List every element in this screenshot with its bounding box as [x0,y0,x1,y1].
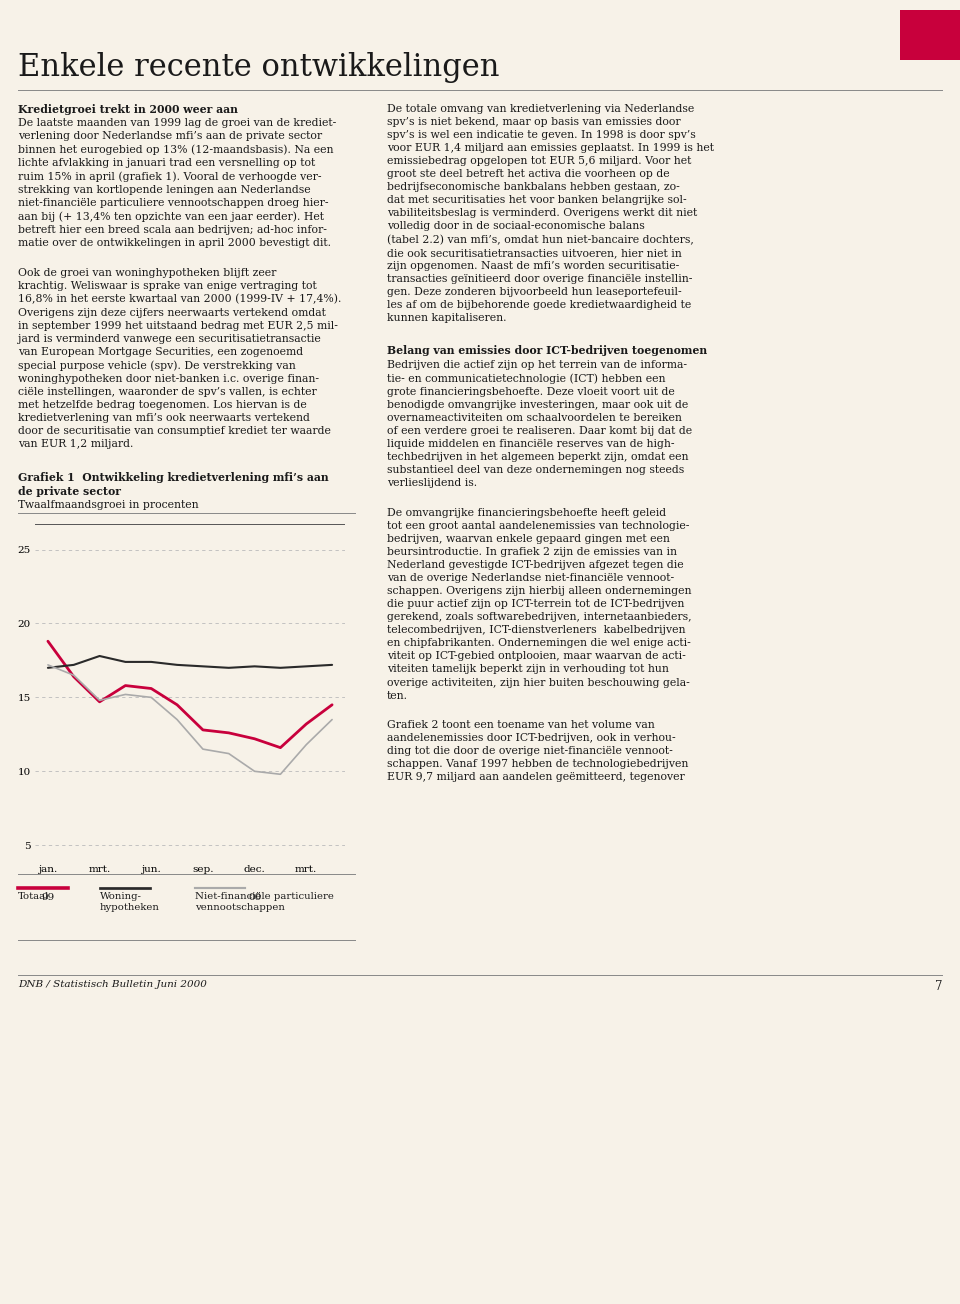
Text: Kredietgroei trekt in 2000 weer aan: Kredietgroei trekt in 2000 weer aan [18,104,238,115]
Text: de private sector: de private sector [18,486,121,497]
Text: DNB / Statistisch Bulletin Juni 2000: DNB / Statistisch Bulletin Juni 2000 [18,981,206,988]
Text: 00: 00 [248,892,261,901]
Text: Belang van emissies door ICT-bedrijven toegenomen: Belang van emissies door ICT-bedrijven t… [387,346,708,356]
Text: De omvangrijke financieringsbehoefte heeft geleid
tot een groot aantal aandelene: De omvangrijke financieringsbehoefte hee… [387,509,691,700]
Text: Enkele recente ontwikkelingen: Enkele recente ontwikkelingen [18,52,499,83]
Text: De laatste maanden van 1999 lag de groei van de krediet-
verlening door Nederlan: De laatste maanden van 1999 lag de groei… [18,117,336,248]
Text: Twaalfmaandsgroei in procenten: Twaalfmaandsgroei in procenten [18,499,199,510]
Text: De totale omvang van kredietverlening via Nederlandse
spv’s is niet bekend, maar: De totale omvang van kredietverlening vi… [387,104,714,323]
Bar [900,10,960,60]
Text: Woning-
hypotheken: Woning- hypotheken [100,892,160,913]
Text: Ook de groei van woninghypotheken blijft zeer
krachtig. Weliswaar is sprake van : Ook de groei van woninghypotheken blijft… [18,269,342,449]
Text: Grafiek 2 toont een toename van het volume van
aandelenemissies door ICT-bedrijv: Grafiek 2 toont een toename van het volu… [387,720,688,782]
Text: 99: 99 [41,892,55,901]
Text: Grafiek 1  Ontwikkeling kredietverlening mfi’s aan: Grafiek 1 Ontwikkeling kredietverlening … [18,472,328,482]
Text: Niet-financiële particuliere
vennootschappen: Niet-financiële particuliere vennootscha… [195,892,334,913]
Text: 7: 7 [934,981,942,994]
Text: Totaal: Totaal [18,892,49,901]
Text: Bedrijven die actief zijn op het terrein van de informa-
tie- en communicatietec: Bedrijven die actief zijn op het terrein… [387,360,692,488]
